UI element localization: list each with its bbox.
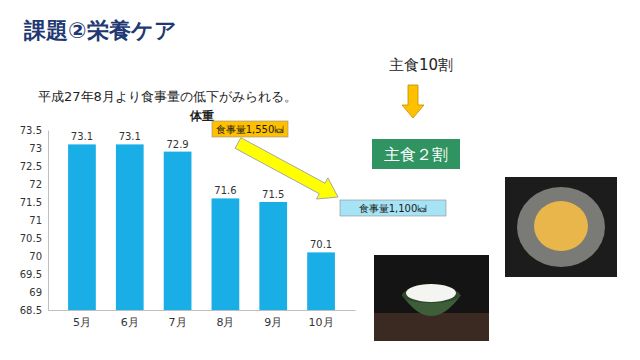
background (0, 0, 640, 360)
y-tick-label: 73.5 (20, 125, 42, 136)
data-label: 71.6 (214, 185, 236, 196)
y-axis: 68.5 69 69.5 70 70.5 71 71.5 72 72.5 73 73.5 (20, 125, 49, 316)
bar (116, 144, 144, 310)
y-tick: 73 (29, 143, 48, 154)
x-tick: 7月 (169, 310, 187, 329)
slide-title: 課題②栄養ケア (23, 18, 177, 43)
bar (259, 202, 287, 310)
staple-after-box (372, 139, 460, 169)
x-axis-line (49, 310, 356, 311)
y-tick: 71.5 (20, 197, 48, 208)
photo-bowl (374, 255, 489, 341)
food (534, 201, 588, 251)
note: 平成27年8月より食事量の低下がみられる。 (38, 89, 297, 104)
x-tick: 10月 (309, 310, 334, 329)
plate (517, 187, 605, 267)
slide: 課題②栄養ケア平成27年8月より食事量の低下がみられる。体重 68.5 69 69.5… (0, 0, 640, 360)
photo-bg (374, 255, 489, 341)
y-tick: 69 (29, 287, 48, 298)
staple-before: 主食10割 (389, 56, 453, 74)
y-tick: 70 (29, 251, 48, 262)
y-tick-label: 73 (29, 143, 42, 154)
bar (68, 144, 96, 310)
x-tick-label: 8月 (216, 316, 234, 329)
x-axis: 5月 6月 7月 8月 9月 10月 (49, 310, 356, 329)
staple-after: 主食２割 (384, 145, 448, 164)
y-tick: 73.5 (20, 125, 48, 136)
y-tick-label: 70 (29, 251, 42, 262)
y-tick-label: 69.5 (20, 269, 42, 280)
y-tick-label: 72.5 (20, 161, 42, 172)
y-axis-line (48, 131, 49, 311)
bar (212, 198, 240, 310)
x-tick-label: 6月 (121, 316, 139, 329)
x-tick-label: 10月 (309, 316, 334, 329)
x-tick-label: 5月 (73, 316, 91, 329)
table (374, 313, 489, 341)
y-tick-label: 68.5 (20, 305, 42, 316)
y-tick-label: 71.5 (20, 197, 42, 208)
y-tick-label: 72 (29, 179, 42, 190)
y-tick: 68.5 (20, 305, 48, 316)
y-tick: 72 (29, 179, 48, 190)
annotation: 食事量1,550㎉ (216, 124, 285, 135)
down-arrow (402, 85, 424, 118)
rice (406, 284, 456, 302)
data-labels: 73.1 73.1 72.9 71.6 71.5 70.1 (71, 131, 332, 250)
annotation: 食事量1,100㎉ (359, 203, 428, 214)
y-tick: 72.5 (20, 161, 48, 172)
annotation-box (340, 200, 446, 216)
bar (164, 152, 192, 310)
y-tick-label: 71 (29, 215, 42, 226)
annotation-box (212, 121, 288, 137)
y-tick-label: 69 (29, 287, 42, 298)
bar (307, 252, 335, 310)
data-label: 70.1 (310, 239, 332, 250)
data-label: 73.1 (119, 131, 141, 142)
y-tick-label: 70.5 (20, 233, 42, 244)
chart-title: 体重 (189, 109, 214, 123)
x-tick: 9月 (264, 310, 282, 329)
x-tick-label: 7月 (169, 316, 187, 329)
x-tick: 5月 (73, 310, 91, 329)
x-tick: 8月 (216, 310, 234, 329)
arrow (235, 138, 338, 199)
slide-canvas: 課題②栄養ケア平成27年8月より食事量の低下がみられる。体重 68.5 69 69.5… (0, 0, 640, 360)
y-tick: 71 (29, 215, 48, 226)
data-label: 72.9 (166, 139, 188, 150)
y-tick: 70.5 (20, 233, 48, 244)
photo-plate (505, 177, 617, 277)
x-tick: 6月 (121, 310, 139, 329)
y-tick: 69.5 (20, 269, 48, 280)
photo-bg (505, 177, 617, 277)
data-label: 71.5 (262, 189, 284, 200)
x-tick-label: 9月 (264, 316, 282, 329)
data-label: 73.1 (71, 131, 93, 142)
